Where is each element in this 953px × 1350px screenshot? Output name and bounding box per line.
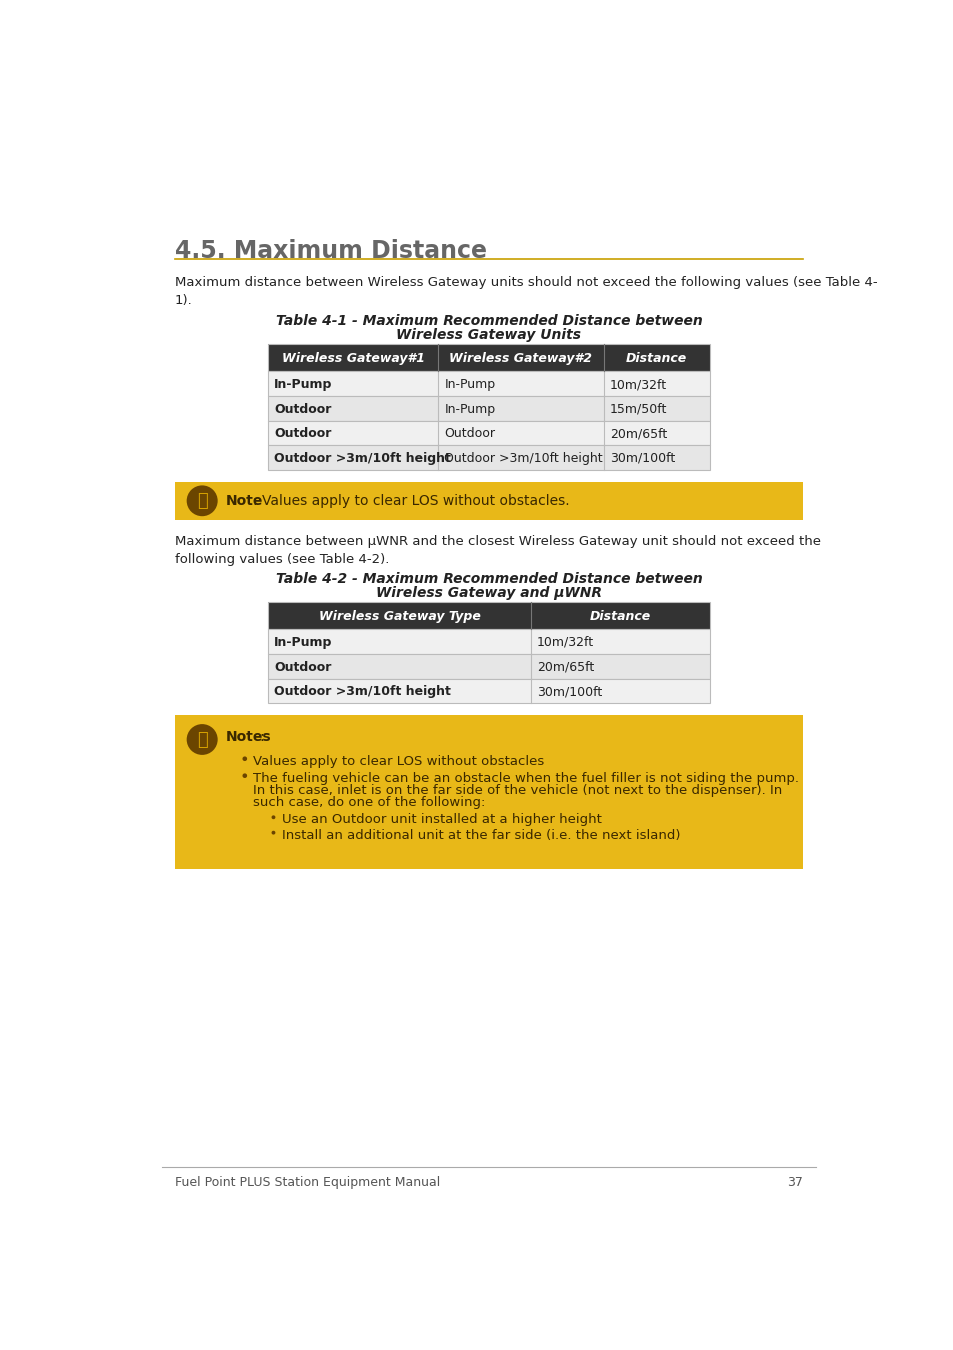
Text: Fuel Point PLUS Station Equipment Manual: Fuel Point PLUS Station Equipment Manual	[174, 1176, 440, 1189]
Bar	[268, 344, 709, 371]
Text: : Values apply to clear LOS without obstacles.: : Values apply to clear LOS without obst…	[253, 494, 569, 508]
Text: 30m/100ft: 30m/100ft	[609, 452, 675, 464]
Text: In-Pump: In-Pump	[274, 636, 333, 649]
Bar	[268, 371, 709, 396]
Circle shape	[187, 724, 217, 755]
Text: Outdoor: Outdoor	[444, 428, 495, 440]
Text: Notes: Notes	[225, 730, 271, 744]
Bar	[268, 344, 709, 371]
Text: 20m/65ft: 20m/65ft	[609, 428, 666, 440]
Text: :: :	[259, 730, 264, 744]
Text: 30m/100ft: 30m/100ft	[537, 686, 601, 698]
Text: In-Pump: In-Pump	[444, 378, 495, 392]
Circle shape	[272, 830, 275, 834]
Bar	[268, 602, 709, 629]
Text: 15m/50ft: 15m/50ft	[609, 402, 667, 416]
Text: 10m/32ft: 10m/32ft	[609, 378, 666, 392]
Text: Use an Outdoor unit installed at a higher height: Use an Outdoor unit installed at a highe…	[282, 814, 601, 826]
Bar	[268, 679, 709, 703]
Text: Values apply to clear LOS without obstacles: Values apply to clear LOS without obstac…	[253, 755, 543, 768]
Bar	[174, 716, 802, 869]
Text: Wireless Gateway#2: Wireless Gateway#2	[449, 352, 592, 365]
Text: such case, do one of the following:: such case, do one of the following:	[253, 796, 484, 810]
Bar	[268, 421, 709, 446]
Bar	[268, 653, 709, 679]
Circle shape	[242, 774, 247, 778]
Text: In-Pump: In-Pump	[274, 378, 333, 392]
Circle shape	[272, 815, 275, 819]
Text: 👉: 👉	[196, 491, 208, 510]
Text: Maximum distance between Wireless Gateway units should not exceed the following : Maximum distance between Wireless Gatewa…	[174, 275, 877, 306]
Text: Install an additional unit at the far side (i.e. the next island): Install an additional unit at the far si…	[282, 829, 679, 842]
Text: Table 4-2 - Maximum Recommended Distance between: Table 4-2 - Maximum Recommended Distance…	[275, 572, 701, 586]
Bar	[268, 629, 709, 653]
Text: Table 4-1 - Maximum Recommended Distance between: Table 4-1 - Maximum Recommended Distance…	[275, 315, 701, 328]
Text: Distance: Distance	[589, 610, 650, 622]
Text: 20m/65ft: 20m/65ft	[537, 660, 594, 674]
Text: Wireless Gateway#1: Wireless Gateway#1	[281, 352, 424, 365]
Bar	[268, 446, 709, 470]
Text: Distance: Distance	[625, 352, 687, 365]
Text: In this case, inlet is on the far side of the vehicle (not next to the dispenser: In this case, inlet is on the far side o…	[253, 784, 781, 796]
Text: Note: Note	[225, 494, 262, 508]
Text: Outdoor >3m/10ft height: Outdoor >3m/10ft height	[444, 452, 602, 464]
Bar	[174, 482, 802, 520]
Bar	[268, 396, 709, 421]
Bar	[268, 602, 709, 629]
Text: 👉: 👉	[196, 730, 208, 748]
Text: Outdoor >3m/10ft height: Outdoor >3m/10ft height	[274, 686, 451, 698]
Text: In-Pump: In-Pump	[444, 402, 495, 416]
Text: The fueling vehicle can be an obstacle when the fuel filler is not siding the pu: The fueling vehicle can be an obstacle w…	[253, 772, 798, 784]
Text: Outdoor: Outdoor	[274, 402, 332, 416]
Circle shape	[242, 756, 247, 761]
Text: Outdoor >3m/10ft height: Outdoor >3m/10ft height	[274, 452, 451, 464]
Text: Outdoor: Outdoor	[274, 660, 332, 674]
Circle shape	[187, 486, 217, 516]
Text: Wireless Gateway Type: Wireless Gateway Type	[318, 610, 480, 622]
Text: Maximum distance between μWNR and the closest Wireless Gateway unit should not e: Maximum distance between μWNR and the cl…	[174, 536, 821, 567]
Text: 4.5. Maximum Distance: 4.5. Maximum Distance	[174, 239, 487, 263]
Text: Wireless Gateway Units: Wireless Gateway Units	[396, 328, 580, 342]
Text: 37: 37	[786, 1176, 802, 1189]
Text: Wireless Gateway and μWNR: Wireless Gateway and μWNR	[375, 586, 601, 599]
Text: Outdoor: Outdoor	[274, 428, 332, 440]
Text: 10m/32ft: 10m/32ft	[537, 636, 594, 649]
